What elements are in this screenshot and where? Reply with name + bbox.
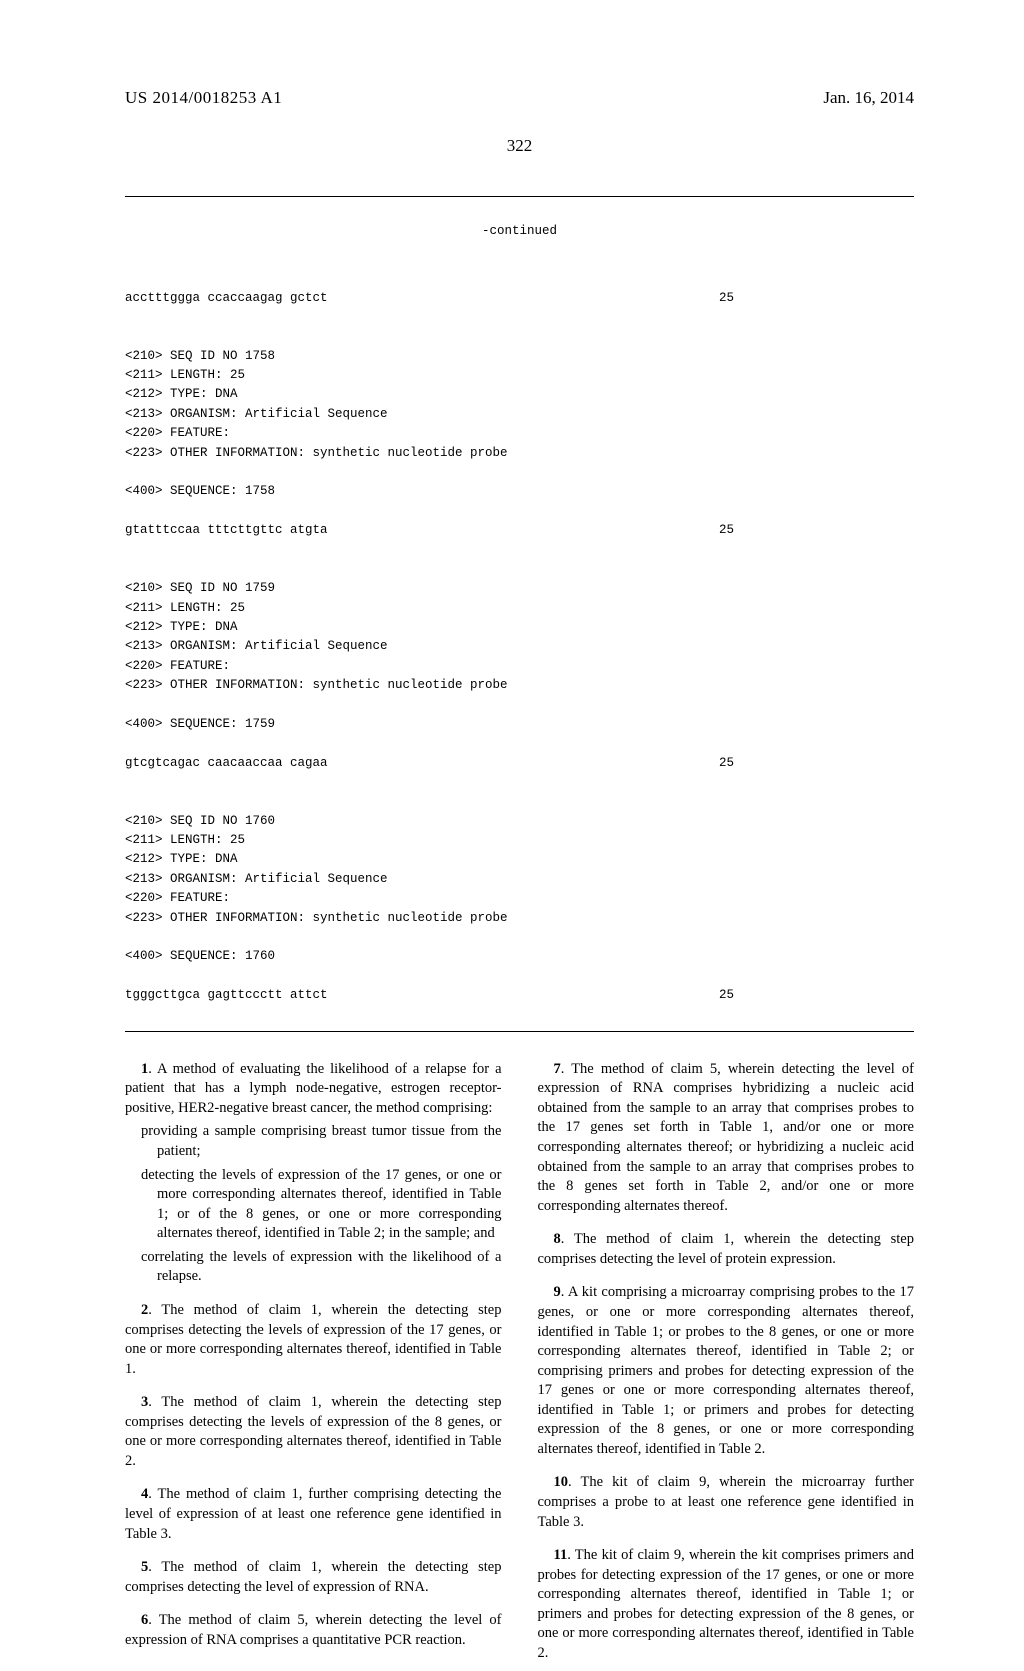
claim-text: . The method of claim 5, wherein detecti… xyxy=(125,1612,502,1648)
claim: 5. The method of claim 1, wherein the de… xyxy=(125,1558,502,1597)
claim-text: . The method of claim 1, wherein the det… xyxy=(125,1302,502,1377)
claim: 2. The method of claim 1, wherein the de… xyxy=(125,1301,502,1379)
claim-text: . The kit of claim 9, wherein the kit co… xyxy=(538,1547,915,1661)
sequence-row: tgggcttgca gagttccctt attct 25 xyxy=(125,986,914,1005)
claim-sub: detecting the levels of expression of th… xyxy=(157,1166,502,1244)
sequence-text: gtatttccaa tttcttgttc atgta xyxy=(125,521,328,540)
page-header: US 2014/0018253 A1 Jan. 16, 2014 xyxy=(125,88,914,108)
sequence-row: gtcgtcagac caacaaccaa cagaa 25 xyxy=(125,754,914,773)
claim-text: . The method of claim 1, further compris… xyxy=(125,1486,502,1541)
claim-number: 8 xyxy=(554,1231,561,1247)
claim-text: . A kit comprising a microarray comprisi… xyxy=(538,1284,915,1457)
claim: 1. A method of evaluating the likelihood… xyxy=(125,1060,502,1287)
sequence-body: acctttggga ccaccaagag gctct25 <210> SEQ … xyxy=(125,269,914,1005)
claim-number: 4 xyxy=(141,1486,148,1502)
claim: 6. The method of claim 5, wherein detect… xyxy=(125,1611,502,1650)
claim-number: 3 xyxy=(141,1394,148,1410)
claim-sub: correlating the levels of expression wit… xyxy=(157,1248,502,1287)
claim: 7. The method of claim 5, wherein detect… xyxy=(538,1060,915,1217)
sequence-listing: -continued acctttggga ccaccaagag gctct 25… xyxy=(125,196,914,1032)
claim-text: . The method of claim 1, wherein the det… xyxy=(125,1559,502,1595)
claim: 11. The kit of claim 9, wherein the kit … xyxy=(538,1546,915,1663)
continued-label: -continued xyxy=(125,222,914,249)
claim-text: . The method of claim 1, wherein the det… xyxy=(125,1394,502,1469)
claim-number: 10 xyxy=(554,1474,569,1490)
claim-number: 9 xyxy=(554,1284,561,1300)
sequence-length: 25 xyxy=(719,986,914,1005)
claim-text: . The method of claim 1, wherein the det… xyxy=(538,1231,915,1267)
claim-text: . The method of claim 5, wherein detecti… xyxy=(538,1061,915,1214)
claim-number: 7 xyxy=(554,1061,561,1077)
claim-sub: providing a sample comprising breast tum… xyxy=(157,1122,502,1161)
sequence-text: acctttggga ccaccaagag gctct xyxy=(125,289,328,308)
sequence-row: acctttggga ccaccaagag gctct 25 xyxy=(125,289,914,308)
claim: 8. The method of claim 1, wherein the de… xyxy=(538,1230,915,1269)
claim-number: 6 xyxy=(141,1612,148,1628)
publication-number: US 2014/0018253 A1 xyxy=(125,88,282,108)
sequence-row: gtatttccaa tttcttgttc atgta 25 xyxy=(125,521,914,540)
claims-section: 1. A method of evaluating the likelihood… xyxy=(125,1060,914,1671)
claim-text: . A method of evaluating the likelihood … xyxy=(125,1061,502,1116)
claim: 4. The method of claim 1, further compri… xyxy=(125,1485,502,1544)
sequence-length: 25 xyxy=(719,521,914,540)
sequence-text: tgggcttgca gagttccctt attct xyxy=(125,986,328,1005)
claim-text: . The kit of claim 9, wherein the microa… xyxy=(538,1474,915,1529)
publication-date: Jan. 16, 2014 xyxy=(823,88,914,108)
sequence-text: gtcgtcagac caacaaccaa cagaa xyxy=(125,754,328,773)
claim-number: 11 xyxy=(554,1547,568,1563)
claim: 3. The method of claim 1, wherein the de… xyxy=(125,1393,502,1471)
page-number: 322 xyxy=(125,136,914,156)
claim-number: 5 xyxy=(141,1559,148,1575)
sequence-length: 25 xyxy=(719,754,914,773)
claim: 9. A kit comprising a microarray compris… xyxy=(538,1283,915,1459)
sequence-length: 25 xyxy=(719,289,914,308)
claim: 10. The kit of claim 9, wherein the micr… xyxy=(538,1473,915,1532)
